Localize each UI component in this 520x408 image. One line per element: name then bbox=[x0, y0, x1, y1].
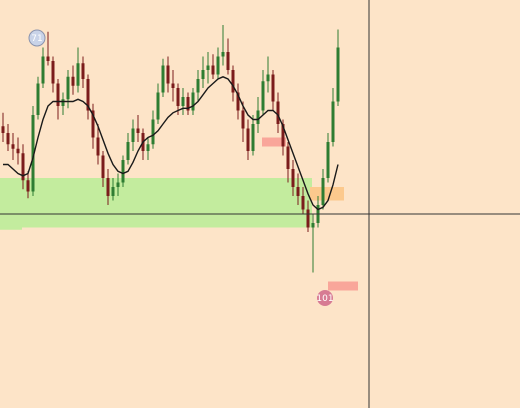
candle-body bbox=[262, 81, 265, 110]
marker-bottom-label: 101 bbox=[316, 294, 333, 304]
candle-body bbox=[227, 52, 230, 70]
candle-body bbox=[27, 180, 30, 191]
candle-body bbox=[222, 52, 225, 57]
candle-body bbox=[242, 111, 245, 129]
candle-body bbox=[267, 75, 270, 82]
candle-body bbox=[77, 63, 80, 86]
candle-body bbox=[17, 149, 20, 154]
candle bbox=[122, 156, 125, 188]
candle-body bbox=[102, 156, 105, 179]
candle-body bbox=[277, 102, 280, 125]
candle-body bbox=[307, 210, 310, 228]
candle-body bbox=[337, 48, 340, 102]
candle-body bbox=[7, 133, 10, 144]
candle-body bbox=[82, 63, 85, 79]
candle-body bbox=[272, 75, 275, 102]
candle-body bbox=[287, 147, 290, 170]
candle-body bbox=[197, 79, 200, 93]
candle-body bbox=[332, 102, 335, 143]
candle-body bbox=[177, 88, 180, 106]
pending-zone-3 bbox=[310, 187, 344, 201]
candle-body bbox=[37, 84, 40, 116]
marker-top-label: 71 bbox=[31, 34, 42, 44]
candle-body bbox=[247, 129, 250, 152]
candle-body bbox=[62, 99, 65, 106]
candle-body bbox=[157, 93, 160, 120]
candle-body bbox=[212, 66, 215, 75]
candle-body bbox=[292, 169, 295, 187]
candle-body bbox=[107, 178, 110, 196]
candle-body bbox=[257, 111, 260, 125]
candle-body bbox=[147, 144, 150, 151]
candle-body bbox=[47, 57, 50, 62]
candle-body bbox=[252, 124, 255, 151]
marker-top[interactable]: 71 bbox=[29, 30, 45, 46]
candle-body bbox=[167, 66, 170, 84]
candle-body bbox=[97, 138, 100, 156]
candle-body bbox=[302, 196, 305, 210]
candle-body bbox=[72, 77, 75, 86]
candle-body bbox=[67, 77, 70, 100]
candle-body bbox=[112, 187, 115, 196]
candle-body bbox=[322, 178, 325, 205]
candle-body bbox=[42, 57, 45, 84]
candle-body bbox=[312, 223, 315, 228]
candle-body bbox=[152, 120, 155, 145]
candle-body bbox=[52, 61, 55, 84]
candle-body bbox=[217, 57, 220, 75]
demand-zone-0 bbox=[0, 178, 312, 228]
candle-body bbox=[12, 144, 15, 149]
candle-body bbox=[132, 129, 135, 143]
candle-body bbox=[137, 129, 140, 134]
candle-body bbox=[202, 70, 205, 79]
supply-zone-4 bbox=[328, 282, 358, 291]
candle-body bbox=[162, 66, 165, 93]
candle-body bbox=[122, 160, 125, 183]
candle-body bbox=[207, 66, 210, 71]
candle-body bbox=[2, 126, 5, 133]
candle-body bbox=[192, 93, 195, 111]
candle-body bbox=[57, 84, 60, 107]
candle-body bbox=[327, 142, 330, 178]
demand-zone-1 bbox=[0, 214, 22, 230]
candle-body bbox=[117, 183, 120, 188]
candle-body bbox=[297, 187, 300, 196]
candle-body bbox=[182, 97, 185, 106]
candle-body bbox=[172, 84, 175, 89]
candle-body bbox=[127, 142, 130, 160]
